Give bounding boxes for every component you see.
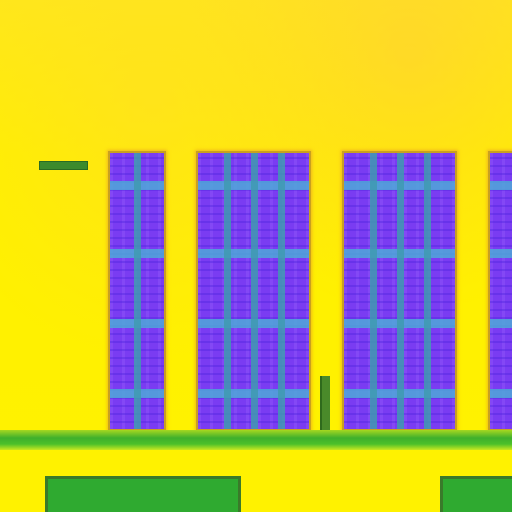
- green-ground-strip: [0, 430, 512, 450]
- purple-panel-4: [488, 151, 512, 431]
- panel-band: [224, 153, 231, 429]
- panel-band: [134, 153, 141, 429]
- small-dark-rectangle: [39, 161, 88, 170]
- bottom-green-box-right: [440, 476, 512, 512]
- purple-panel-2: [196, 151, 311, 431]
- panel-band: [424, 153, 431, 429]
- purple-panel-3: [342, 151, 457, 431]
- vertical-post: [320, 376, 330, 432]
- panel-band: [490, 389, 512, 398]
- panel-band: [370, 153, 377, 429]
- panel-band: [278, 153, 285, 429]
- purple-panel-1: [108, 151, 166, 431]
- bottom-green-box-left: [45, 476, 241, 512]
- panel-band: [490, 249, 512, 258]
- panel-band: [490, 181, 512, 190]
- panel-band: [397, 153, 404, 429]
- panel-band: [251, 153, 258, 429]
- panel-band: [490, 319, 512, 328]
